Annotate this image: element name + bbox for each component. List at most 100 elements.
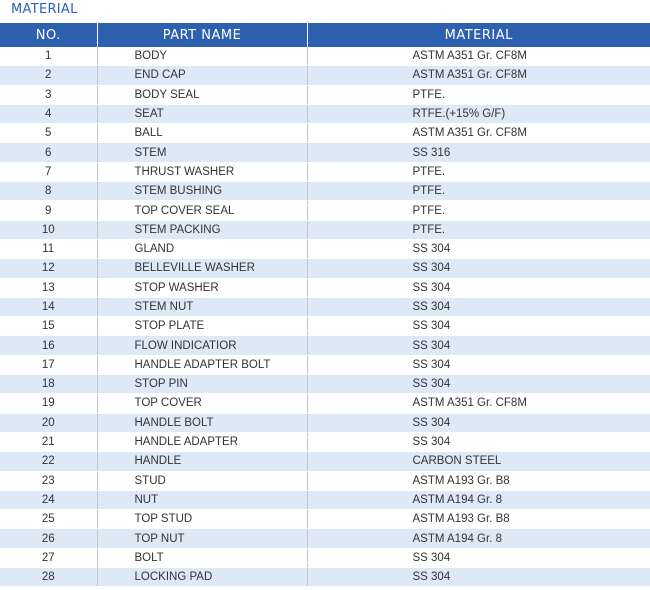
cell-part-name: STEM NUT — [97, 297, 308, 318]
cell-no: 14 — [0, 297, 98, 318]
cell-part-name: HANDLE ADAPTER BOLT — [97, 355, 308, 376]
table-row: 2 END CAP ASTM A351 Gr. CF8M — [0, 65, 650, 86]
cell-part-name: SEAT — [97, 104, 308, 125]
cell-material: SS 316 — [307, 142, 650, 163]
cell-no: 5 — [0, 123, 98, 144]
table-row: 26 TOP NUT ASTM A194 Gr. 8 — [0, 528, 650, 549]
cell-material: SS 304 — [307, 278, 650, 298]
table-row: 3 BODY SEAL PTFE. — [0, 85, 650, 105]
table-row: 24 NUT ASTM A194 Gr. 8 — [0, 490, 650, 511]
table-row: 11 GLAND SS 304 — [0, 239, 650, 260]
cell-no: 16 — [0, 335, 98, 356]
cell-material: RTFE.(+15% G/F) — [307, 104, 650, 125]
cell-material: SS 304 — [307, 355, 650, 376]
cell-material: SS 304 — [307, 258, 650, 279]
cell-material: SS 304 — [307, 548, 650, 569]
cell-no: 19 — [0, 393, 98, 414]
table-row: 7 THRUST WASHER PTFE. — [0, 162, 650, 183]
cell-no: 23 — [0, 471, 98, 491]
table-row: 5 BALL ASTM A351 Gr. CF8M — [0, 123, 650, 144]
cell-part-name: HANDLE BOLT — [97, 413, 308, 433]
cell-no: 21 — [0, 432, 98, 453]
cell-material: CARBON STEEL — [307, 451, 650, 472]
cell-material: PTFE. — [307, 85, 650, 105]
table-row: 12 BELLEVILLE WASHER SS 304 — [0, 258, 650, 279]
cell-part-name: STEM PACKING — [97, 220, 308, 240]
table-row: 16 FLOW INDICATIOR SS 304 — [0, 335, 650, 356]
cell-part-name: STEM — [97, 142, 308, 163]
cell-part-name: END CAP — [97, 65, 308, 86]
cell-material: PTFE. — [307, 220, 650, 240]
cell-part-name: BODY SEAL — [97, 85, 308, 105]
table-row: 10 STEM PACKING PTFE. — [0, 220, 650, 240]
cell-no: 27 — [0, 548, 98, 569]
table-row: 22 HANDLE CARBON STEEL — [0, 451, 650, 472]
cell-part-name: STUD — [97, 471, 308, 491]
column-header-part-name: PART NAME — [97, 23, 308, 47]
cell-material: ASTM A351 Gr. CF8M — [307, 123, 650, 144]
table-row: 9 TOP COVER SEAL PTFE. — [0, 200, 650, 221]
cell-part-name: FLOW INDICATIOR — [97, 335, 308, 356]
cell-no: 3 — [0, 85, 98, 105]
table-row: 1 BODY ASTM A351 Gr. CF8M — [0, 47, 650, 67]
cell-material: ASTM A351 Gr. CF8M — [307, 65, 650, 86]
cell-part-name: LOCKING PAD — [97, 567, 308, 588]
table-row: 28 LOCKING PAD SS 304 — [0, 567, 650, 588]
cell-material: ASTM A351 Gr. CF8M — [307, 393, 650, 414]
cell-part-name: TOP NUT — [97, 528, 308, 549]
cell-part-name: BODY — [97, 47, 308, 67]
table-row: 8 STEM BUSHING PTFE. — [0, 181, 650, 202]
cell-material: PTFE. — [307, 162, 650, 183]
cell-no: 9 — [0, 200, 98, 221]
cell-part-name: TOP STUD — [97, 509, 308, 530]
cell-no: 17 — [0, 355, 98, 376]
cell-no: 2 — [0, 65, 98, 86]
cell-no: 11 — [0, 239, 98, 260]
cell-no: 13 — [0, 278, 98, 298]
table-row: 13 STOP WASHER SS 304 — [0, 278, 650, 298]
table-row: 23 STUD ASTM A193 Gr. B8 — [0, 471, 650, 491]
cell-material: SS 304 — [307, 374, 650, 395]
table-row: 27 BOLT SS 304 — [0, 548, 650, 569]
table-row: 20 HANDLE BOLT SS 304 — [0, 413, 650, 433]
table-row: 18 STOP PIN SS 304 — [0, 374, 650, 395]
cell-material: SS 304 — [307, 413, 650, 433]
cell-no: 8 — [0, 181, 98, 202]
table-header-row: NO. PART NAME MATERIAL — [0, 23, 650, 47]
table-row: 25 TOP STUD ASTM A193 Gr. B8 — [0, 509, 650, 530]
cell-part-name: STEM BUSHING — [97, 181, 308, 202]
cell-material: SS 304 — [307, 432, 650, 453]
table-row: 19 TOP COVER ASTM A351 Gr. CF8M — [0, 393, 650, 414]
cell-part-name: BELLEVILLE WASHER — [97, 258, 308, 279]
section-title: MATERIAL — [11, 2, 78, 17]
cell-part-name: STOP PIN — [97, 374, 308, 395]
cell-part-name: HANDLE ADAPTER — [97, 432, 308, 453]
cell-part-name: BALL — [97, 123, 308, 144]
cell-part-name: TOP COVER SEAL — [97, 200, 308, 221]
cell-no: 7 — [0, 162, 98, 183]
cell-no: 6 — [0, 142, 98, 163]
cell-material: ASTM A194 Gr. 8 — [307, 528, 650, 549]
cell-no: 22 — [0, 451, 98, 472]
cell-part-name: THRUST WASHER — [97, 162, 308, 183]
cell-material: ASTM A193 Gr. B8 — [307, 471, 650, 491]
cell-material: ASTM A194 Gr. 8 — [307, 490, 650, 511]
cell-part-name: STOP WASHER — [97, 278, 308, 298]
cell-no: 26 — [0, 528, 98, 549]
cell-no: 1 — [0, 47, 98, 67]
material-table: NO. PART NAME MATERIAL 1 BODY ASTM A351 Gr… — [0, 23, 650, 588]
cell-part-name: BOLT — [97, 548, 308, 569]
table-row: 17 HANDLE ADAPTER BOLT SS 304 — [0, 355, 650, 376]
column-header-material: MATERIAL — [307, 23, 650, 47]
cell-part-name: HANDLE — [97, 451, 308, 472]
cell-material: SS 304 — [307, 239, 650, 260]
table-row: 15 STOP PLATE SS 304 — [0, 316, 650, 337]
cell-no: 10 — [0, 220, 98, 240]
cell-no: 4 — [0, 104, 98, 125]
cell-no: 15 — [0, 316, 98, 337]
cell-no: 18 — [0, 374, 98, 395]
cell-material: PTFE. — [307, 200, 650, 221]
cell-no: 12 — [0, 258, 98, 279]
cell-part-name: STOP PLATE — [97, 316, 308, 337]
cell-material: SS 304 — [307, 297, 650, 318]
